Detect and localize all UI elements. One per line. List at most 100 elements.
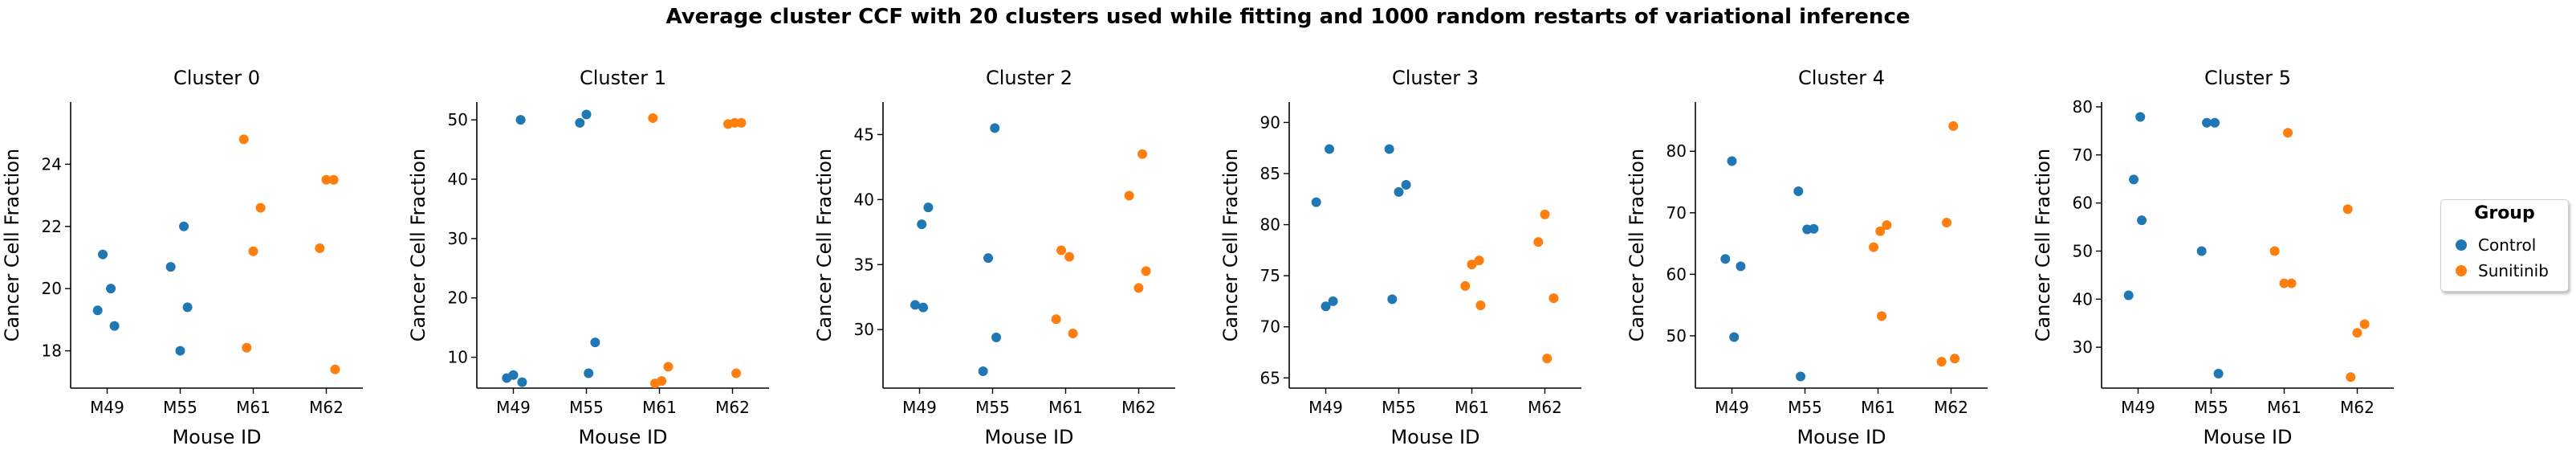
data-point-control: [1802, 224, 1813, 235]
data-point-control: [590, 337, 600, 348]
data-point-sunitinib: [1875, 226, 1886, 236]
x-tick-label: M62: [715, 398, 750, 417]
x-tick-label: M62: [2340, 398, 2375, 417]
data-point-sunitinib: [1467, 260, 1477, 270]
data-point-sunitinib: [2279, 278, 2289, 288]
data-point-control: [1720, 254, 1731, 264]
y-tick-label: 22: [42, 217, 62, 236]
y-tick-label: 50: [1666, 326, 1687, 346]
data-point-sunitinib: [2346, 372, 2356, 382]
data-point-sunitinib: [242, 342, 252, 353]
data-point-control: [584, 368, 594, 378]
y-tick-label: 30: [2073, 337, 2093, 357]
data-point-control: [923, 202, 934, 213]
data-point-control: [918, 302, 929, 313]
panel-title: Cluster 2: [986, 67, 1072, 89]
x-tick-label: M49: [1715, 398, 1749, 417]
x-tick-label: M49: [1308, 398, 1343, 417]
data-point-sunitinib: [1064, 252, 1075, 262]
data-point-sunitinib: [2286, 278, 2297, 288]
legend-title: Group: [2474, 203, 2535, 223]
x-tick-label: M61: [236, 398, 271, 417]
data-point-control: [1384, 144, 1394, 154]
y-tick-label: 24: [42, 154, 62, 174]
data-point-control: [1727, 156, 1737, 166]
legend: Group Control Sunitinib: [2440, 199, 2569, 292]
data-point-control: [2196, 246, 2207, 256]
data-point-control: [175, 346, 185, 356]
chart-panel-0: 18 20 22 24 M49 M55 M61 M62 Cluster 0 Mouse ID Can…: [1, 67, 363, 448]
y-tick-label: 75: [1260, 266, 1280, 285]
data-point-sunitinib: [330, 364, 340, 374]
legend-label-sunitinib: Sunitinib: [2478, 261, 2549, 280]
data-point-sunitinib: [723, 119, 734, 129]
data-point-control: [502, 373, 512, 383]
data-point-sunitinib: [1068, 329, 1078, 339]
panel-title: Cluster 3: [1392, 67, 1479, 89]
data-point-sunitinib: [1942, 218, 1952, 228]
data-point-sunitinib: [1051, 314, 1061, 325]
x-axis-label: Mouse ID: [2203, 426, 2292, 448]
data-point-control: [2123, 290, 2134, 301]
panel-title: Cluster 0: [173, 67, 260, 89]
data-point-sunitinib: [328, 174, 339, 185]
x-tick-label: M61: [2267, 398, 2301, 417]
data-point-control: [1325, 144, 1335, 154]
data-point-control: [1736, 261, 1746, 272]
x-tick-label: M62: [1121, 398, 1156, 417]
panel-title: Cluster 1: [580, 67, 666, 89]
data-point-sunitinib: [1950, 354, 1960, 364]
panel-title: Cluster 4: [1798, 67, 1885, 89]
data-point-sunitinib: [2283, 128, 2293, 138]
y-axis-label: Cancer Cell Fraction: [1626, 149, 1648, 342]
legend-item-control: Control: [2456, 234, 2536, 256]
y-tick-label: 70: [2073, 145, 2093, 165]
y-tick-label: 10: [448, 348, 468, 367]
chart-panel-1: 10 20 30 40 50 M49 M55 M61 M62 Cluster 1 Mouse ID C…: [407, 67, 769, 448]
y-tick-label: 30: [448, 229, 468, 248]
data-point-control: [165, 262, 176, 272]
x-tick-label: M49: [496, 398, 531, 417]
y-axis-label: Cancer Cell Fraction: [1219, 149, 1242, 342]
data-point-control: [990, 123, 1000, 133]
y-axis-label: Cancer Cell Fraction: [407, 149, 429, 342]
y-tick-label: 50: [2073, 241, 2093, 260]
data-point-control: [2137, 215, 2147, 226]
x-tick-label: M55: [163, 398, 197, 417]
data-point-control: [92, 305, 103, 316]
x-tick-label: M49: [902, 398, 937, 417]
legend-marker-sunitinib: [2456, 265, 2467, 276]
x-axis-label: Mouse ID: [1797, 426, 1886, 448]
x-tick-label: M61: [642, 398, 677, 417]
x-tick-label: M55: [975, 398, 1010, 417]
data-point-control: [517, 377, 527, 387]
data-point-control: [1401, 179, 1411, 190]
data-point-control: [179, 221, 189, 231]
data-point-control: [917, 219, 927, 230]
data-point-control: [983, 253, 994, 264]
data-point-sunitinib: [1540, 209, 1550, 219]
data-point-control: [575, 117, 585, 128]
x-axis-label: Mouse ID: [578, 426, 667, 448]
y-tick-label: 45: [854, 125, 874, 144]
data-point-sunitinib: [1056, 245, 1067, 256]
data-point-sunitinib: [1882, 220, 1892, 231]
y-tick-label: 40: [2073, 289, 2093, 309]
data-point-control: [2210, 117, 2220, 128]
figure-title: Average cluster CCF with 20 clusters use…: [665, 5, 1911, 29]
x-tick-label: M55: [2194, 398, 2228, 417]
y-tick-label: 90: [1260, 112, 1280, 132]
data-point-sunitinib: [1542, 354, 1553, 364]
data-point-sunitinib: [1548, 293, 1559, 304]
data-point-sunitinib: [248, 246, 258, 256]
data-point-control: [1328, 296, 1338, 306]
x-tick-label: M49: [2121, 398, 2155, 417]
y-tick-label: 80: [2073, 97, 2093, 117]
data-point-control: [1311, 197, 1321, 207]
x-tick-label: M61: [1048, 398, 1083, 417]
data-point-sunitinib: [1124, 190, 1134, 201]
data-point-sunitinib: [1869, 242, 1879, 252]
data-point-control: [2129, 174, 2139, 185]
x-axis-label: Mouse ID: [1390, 426, 1479, 448]
data-point-control: [1387, 294, 1398, 305]
